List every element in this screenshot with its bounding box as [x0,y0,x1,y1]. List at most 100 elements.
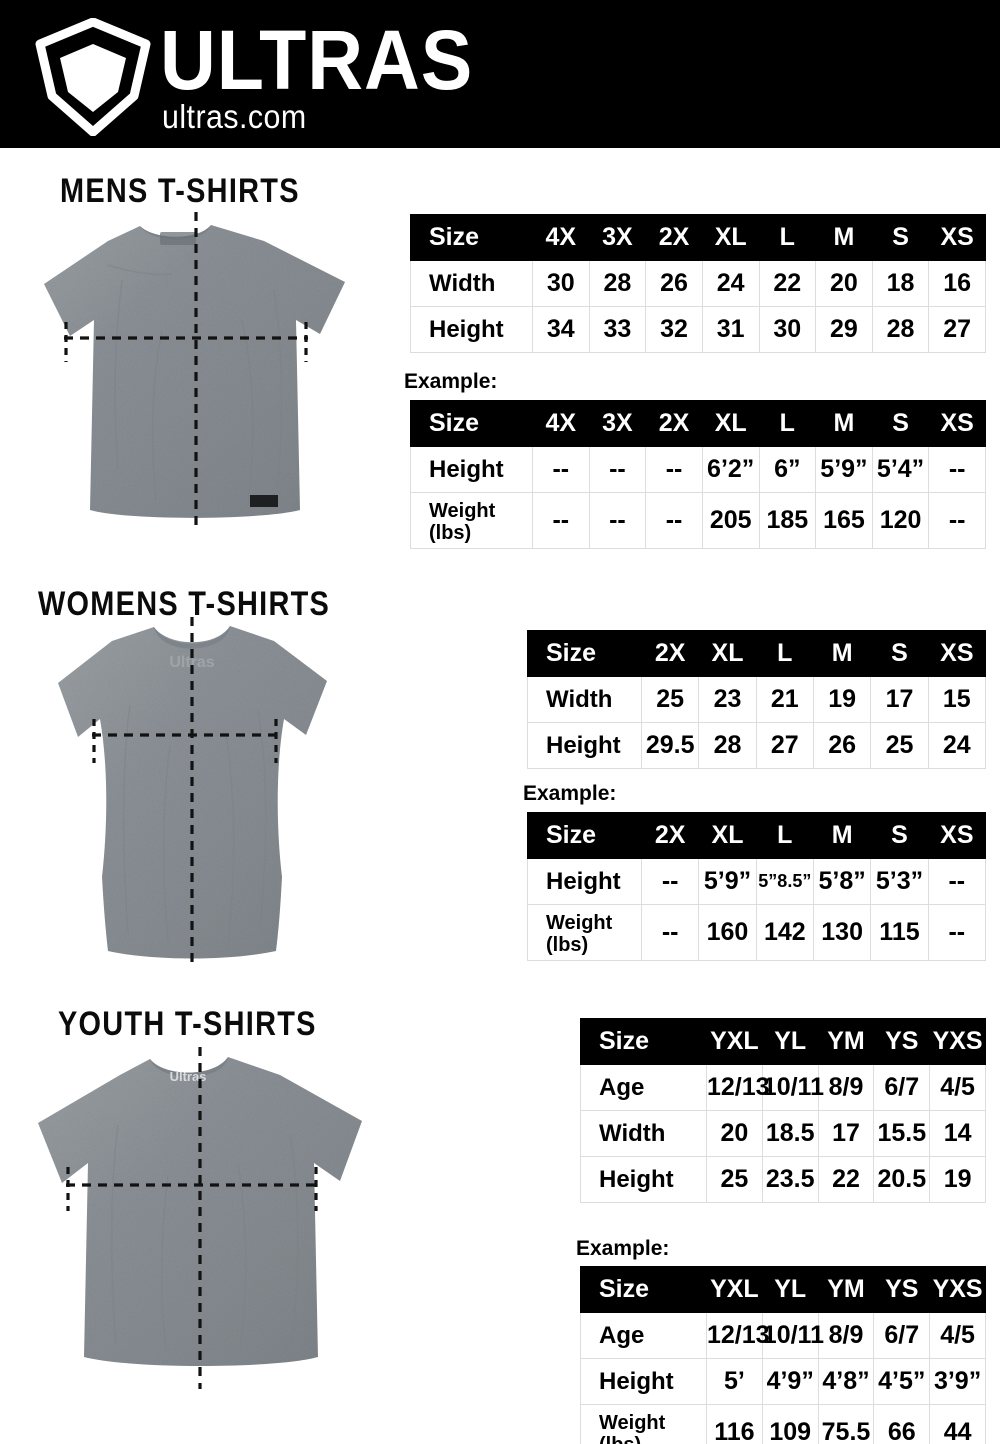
mens-size-column-header: 3X [588,214,647,261]
youth-size-cell: 25 [706,1156,763,1203]
mens-example-column-header: Size [410,400,533,447]
table-header-row: Size 2X XL L M S XS [527,812,987,859]
mens-example-cell: 6” [758,446,817,493]
table-body: Width 30 28 26 24 22 20 18 16 Height 34 33 32 31 30 29 2… [410,260,986,353]
mens-size-cell: 20 [815,260,873,307]
table-header-row: Size 4X 3X 2X XL L M S XS [410,400,986,447]
mens-example-column-header: XS [928,400,986,447]
mens-size-cell: 33 [588,306,647,353]
mens-size-cell: 22 [758,260,817,307]
youth-example-cell: 66 [873,1404,931,1444]
table-row: Height 5’ 4’9” 4’8” 4’5” 3’9” [580,1358,986,1405]
womens-example-table: Size 2X XL L M S XS Height -- 5’9” 5”8.5” 5’8” 5’3”… [527,812,987,961]
mens-example-cell: 120 [871,492,930,549]
mens-size-cell: 26 [645,260,703,307]
mens-size-cell: 30 [758,306,817,353]
youth-size-column-header: YM [817,1018,875,1065]
youth-size-column-header: YXL [706,1018,763,1065]
youth-example-cell: 6/7 [873,1312,931,1359]
mens-example-cell: -- [532,446,590,493]
mens-example-row-label: Weight (lbs) [410,492,533,549]
youth-example-cell: 8/9 [817,1312,875,1359]
youth-size-cell: 18.5 [761,1110,819,1157]
mens-example-cell: 5’9” [815,446,873,493]
mens-example-row-label: Height [410,446,533,493]
mens-size-cell: 32 [645,306,703,353]
womens-size-table: Size 2X XL L M S XS Width 25 23 21 19 17 15 Height 29.… [527,630,987,769]
table-header-row: Size 2X XL L M S XS [527,630,987,677]
brand-header: ULTRAS ultras.com [0,0,1000,148]
mens-size-table: Size 4X 3X 2X XL L M S XS Width 30 28 26 24 22 20 18 16 H… [410,214,986,353]
mens-size-cell: 29 [815,306,873,353]
womens-example-cell: 142 [755,904,814,961]
table-row: Weight (lbs) -- 160 142 130 115 -- [527,904,987,961]
youth-example-column-header: Size [580,1266,707,1313]
table-row: Width 20 18.5 17 15.5 14 [580,1110,986,1157]
mens-size-cell: 34 [532,306,590,353]
youth-size-column-header: Size [580,1018,707,1065]
mens-size-cell: 27 [928,306,986,353]
mens-example-cell: -- [532,492,590,549]
table-body: Height -- 5’9” 5”8.5” 5’8” 5’3” -- Weight (lbs) -… [527,858,987,961]
table-header-row: Size 4X 3X 2X XL L M S XS [410,214,986,261]
womens-example-column-header: XS [927,812,987,859]
womens-tshirt-figure: Ultras [30,615,360,970]
mens-example-table: Size 4X 3X 2X XL L M S XS Height -- -- -- 6’2” 6” 5’9”… [410,400,986,549]
womens-size-column-header: S [870,630,929,677]
mens-size-column-header: XL [701,214,760,261]
mens-size-column-header: S [871,214,930,261]
table-row: Age 12/13 10/11 8/9 6/7 4/5 [580,1312,986,1359]
youth-example-cell: 44 [929,1404,986,1444]
section-heading-womens: WOMENS T-SHIRTS [38,585,331,623]
mens-size-column-header: XS [928,214,986,261]
mens-example-column-header: L [758,400,817,447]
womens-size-cell: 25 [870,722,929,769]
youth-size-column-header: YXS [929,1018,986,1065]
mens-example-cell: -- [928,446,986,493]
table-body: Age 12/13 10/11 8/9 6/7 4/5 Width 20 18.5 17 15.5 1… [580,1064,986,1203]
mens-example-column-header: M [815,400,873,447]
mens-size-column-header: M [815,214,873,261]
youth-size-table: Size YXL YL YM YS YXS Age 12/13 10/11 8/9 6/7 4/5 W… [580,1018,986,1203]
womens-size-cell: 19 [812,676,872,723]
mens-example-column-header: S [871,400,930,447]
youth-size-cell: 12/13 [706,1064,770,1111]
youth-example-cell: 12/13 [706,1312,770,1359]
youth-size-cell: 4/5 [929,1064,986,1111]
womens-example-column-header: XL [698,812,757,859]
mens-example-cell: 165 [815,492,873,549]
womens-example-cell: 160 [698,904,757,961]
youth-example-column-header: YS [873,1266,931,1313]
womens-size-cell: 25 [640,676,700,723]
youth-example-cell: 3’9” [929,1358,986,1405]
youth-size-cell: 15.5 [873,1110,931,1157]
mens-size-cell: 24 [701,260,760,307]
womens-example-row-label: Weight (lbs) [527,904,642,961]
youth-tshirt-figure: Ultras [18,1045,378,1395]
table-header-row: Size YXL YL YM YS YXS [580,1018,986,1065]
youth-example-row-label: Age [580,1312,707,1359]
measure-end-ticks [64,322,308,362]
mens-size-cell: 30 [532,260,590,307]
table-body: Height -- -- -- 6’2” 6” 5’9” 5’4” -- Weight (lbs) -… [410,446,986,549]
youth-example-cell: 4’8” [817,1358,875,1405]
table-row: Height -- -- -- 6’2” 6” 5’9” 5’4” -- [410,446,986,493]
youth-size-cell: 10/11 [761,1064,824,1111]
youth-size-column-header: YL [761,1018,819,1065]
womens-example-column-header: S [870,812,929,859]
womens-size-cell: 29.5 [640,722,700,769]
mens-size-column-header: 4X [532,214,590,261]
table-row: Height 29.5 28 27 26 25 24 [527,722,987,769]
section-heading-mens: MENS T-SHIRTS [60,172,300,210]
youth-size-cell: 20 [706,1110,763,1157]
mens-size-column-header: Size [410,214,533,261]
example-label-mens: Example: [404,370,498,393]
mens-example-column-header: 2X [645,400,703,447]
mens-size-cell: 28 [871,306,930,353]
youth-example-cell: 10/11 [761,1312,824,1359]
mens-size-column-header: L [758,214,817,261]
ultras-shield-logo-icon [34,17,152,137]
youth-size-cell: 14 [929,1110,986,1157]
